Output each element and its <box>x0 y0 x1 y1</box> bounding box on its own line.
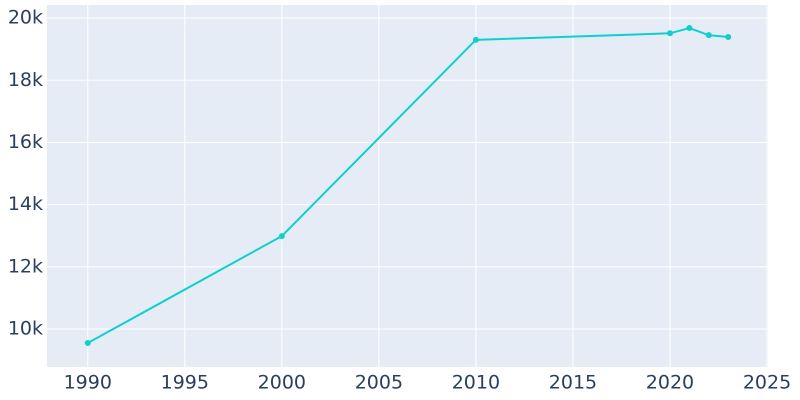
point <box>705 32 712 39</box>
x-tick-label: 2010 <box>452 372 500 394</box>
point <box>278 233 285 240</box>
point <box>686 25 693 32</box>
x-tick-label: 2025 <box>743 372 791 394</box>
x-tick-label: 1995 <box>161 372 209 394</box>
plot-background <box>47 5 768 367</box>
point <box>666 30 673 37</box>
point <box>725 34 732 41</box>
y-tick-label: 14k <box>8 193 43 215</box>
y-tick-label: 16k <box>8 131 43 153</box>
y-tick-label: 12k <box>8 255 43 277</box>
y-tick-label: 20k <box>8 7 43 29</box>
point <box>84 340 91 347</box>
x-tick-label: 2000 <box>258 372 306 394</box>
point <box>472 36 479 43</box>
x-tick-label: 2005 <box>355 372 403 394</box>
x-tick-label: 1990 <box>64 372 112 394</box>
x-tick-label: 2020 <box>646 372 694 394</box>
y-tick-label: 18k <box>8 69 43 91</box>
y-tick-label: 10k <box>8 318 43 340</box>
x-tick-label: 2015 <box>549 372 597 394</box>
